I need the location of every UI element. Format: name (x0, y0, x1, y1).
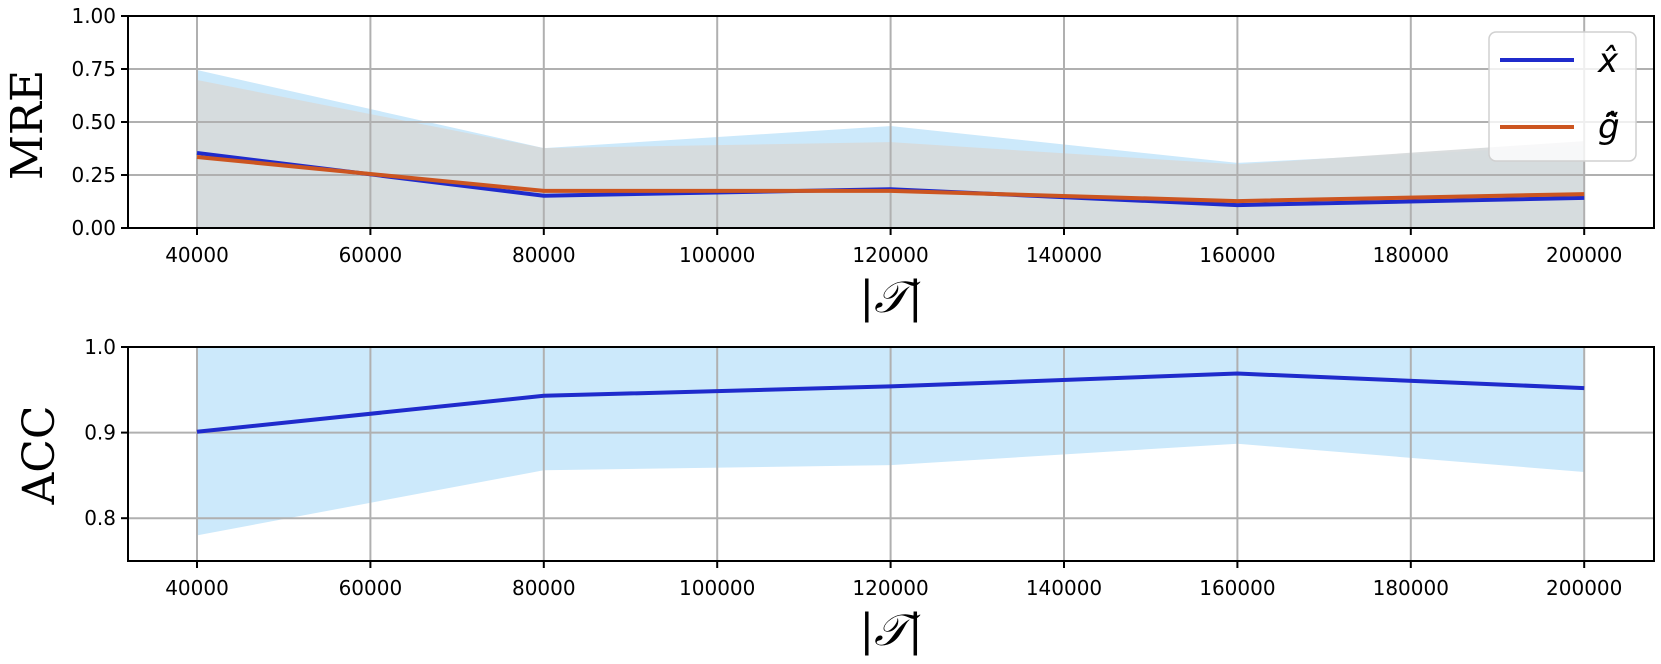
x-tick-label: 100000 (679, 576, 755, 600)
acc-y-axis-label: ACC (14, 405, 65, 505)
x-tick-label: 120000 (852, 576, 928, 600)
series-line (196, 154, 1585, 204)
y-tick-label: 0.00 (71, 216, 116, 240)
x-tick-label: 180000 (1373, 243, 1449, 267)
mre-series-lines (196, 150, 1585, 208)
x-tick-label: 80000 (512, 243, 576, 267)
acc-x-axis-label: |𝒯| (859, 605, 922, 656)
acc-series-line (196, 371, 1585, 434)
x-tick-label: 140000 (1026, 243, 1102, 267)
x-tick-label: 40000 (165, 243, 229, 267)
x-tick-label: 140000 (1026, 576, 1102, 600)
x-tick-label: 120000 (852, 243, 928, 267)
acc-panel: 40000 60000 80000 100000 120000 140000 160000 1… (14, 335, 1655, 656)
x-tick-label: 160000 (1199, 576, 1275, 600)
y-tick-label: 1.00 (71, 4, 116, 28)
y-tick-label: 0.75 (71, 57, 116, 81)
x-tick-label: 40000 (165, 576, 229, 600)
x-tick-label: 60000 (339, 243, 403, 267)
y-tick-label: 0.25 (71, 163, 116, 187)
x-tick-label: 200000 (1546, 576, 1622, 600)
legend: x̂ g̃̂ (1488, 31, 1637, 162)
mre-x-axis-label: |𝒯| (859, 272, 922, 323)
series-line (196, 371, 1585, 434)
y-tick-label: 0.8 (84, 506, 116, 530)
x-tick-label: 100000 (679, 243, 755, 267)
y-tick-label: 0.50 (71, 110, 116, 134)
x-tick-label: 180000 (1373, 576, 1449, 600)
y-tick-label: 1.0 (84, 335, 116, 359)
y-tick-label: 0.9 (84, 421, 116, 445)
acc-y-ticks: 0.8 0.9 1.0 (84, 335, 128, 530)
legend-label-g-tilde-hat: g̃̂ (1598, 107, 1620, 147)
legend-label-x-hat: x̂ (1597, 41, 1619, 81)
acc-x-ticks: 40000 60000 80000 100000 120000 140000 160000 1… (165, 561, 1622, 600)
x-tick-label: 200000 (1546, 243, 1622, 267)
mre-y-ticks: 0.00 0.25 0.50 0.75 1.00 (71, 4, 128, 240)
mre-y-axis-label: MRE (2, 70, 53, 180)
x-tick-label: 160000 (1199, 243, 1275, 267)
x-tick-label: 80000 (512, 576, 576, 600)
mre-panel: 40000 60000 80000 100000 120000 140000 160000 1… (2, 4, 1655, 323)
mre-x-ticks: 40000 60000 80000 100000 120000 140000 160000 1… (165, 228, 1622, 267)
x-tick-label: 60000 (339, 576, 403, 600)
